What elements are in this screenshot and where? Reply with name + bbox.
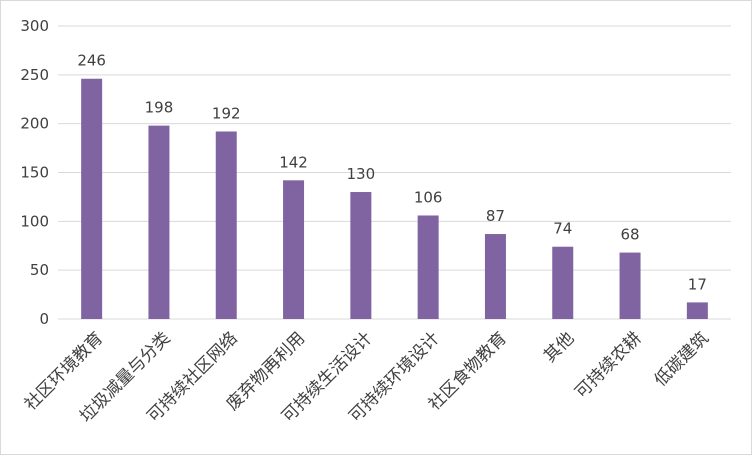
- y-tick-label: 250: [20, 66, 49, 84]
- data-label: 198: [145, 99, 174, 117]
- y-tick-label: 300: [20, 17, 49, 35]
- bar: [686, 302, 708, 319]
- category-label: 其他: [540, 328, 578, 366]
- data-label: 192: [212, 104, 241, 122]
- bar: [484, 234, 506, 319]
- bar: [619, 252, 641, 319]
- bar: [417, 215, 439, 319]
- bar: [283, 180, 305, 319]
- data-labels: 246 198 192 142 130 106 87 74 68 17: [77, 52, 707, 294]
- category-label: 低碳建筑: [651, 328, 713, 390]
- data-label: 17: [688, 275, 707, 293]
- bar: [350, 192, 372, 319]
- y-axis-ticks: 0 50 100 150 200 250 300: [20, 17, 49, 328]
- y-tick-label: 150: [20, 164, 49, 182]
- category-label: 可持续农耕: [571, 328, 645, 402]
- category-labels: 社区环境教育垃圾减量与分类可持续社区网络废弃物再利用可持续生活设计可持续环境设计…: [21, 328, 713, 426]
- data-label: 130: [347, 165, 376, 183]
- bar: [148, 125, 170, 320]
- y-tick-label: 0: [39, 310, 49, 328]
- data-label: 74: [553, 220, 572, 238]
- data-label: 68: [621, 226, 640, 244]
- data-label: 142: [279, 153, 308, 171]
- bars: [81, 78, 708, 320]
- data-label: 246: [77, 52, 106, 70]
- bar: [81, 78, 103, 320]
- data-label: 106: [414, 188, 443, 206]
- data-label: 87: [486, 207, 505, 225]
- y-tick-label: 50: [30, 261, 49, 279]
- y-tick-label: 100: [20, 212, 49, 230]
- y-tick-label: 200: [20, 115, 49, 133]
- bar: [552, 246, 574, 319]
- bar: [215, 131, 237, 319]
- grid-lines: [58, 25, 731, 320]
